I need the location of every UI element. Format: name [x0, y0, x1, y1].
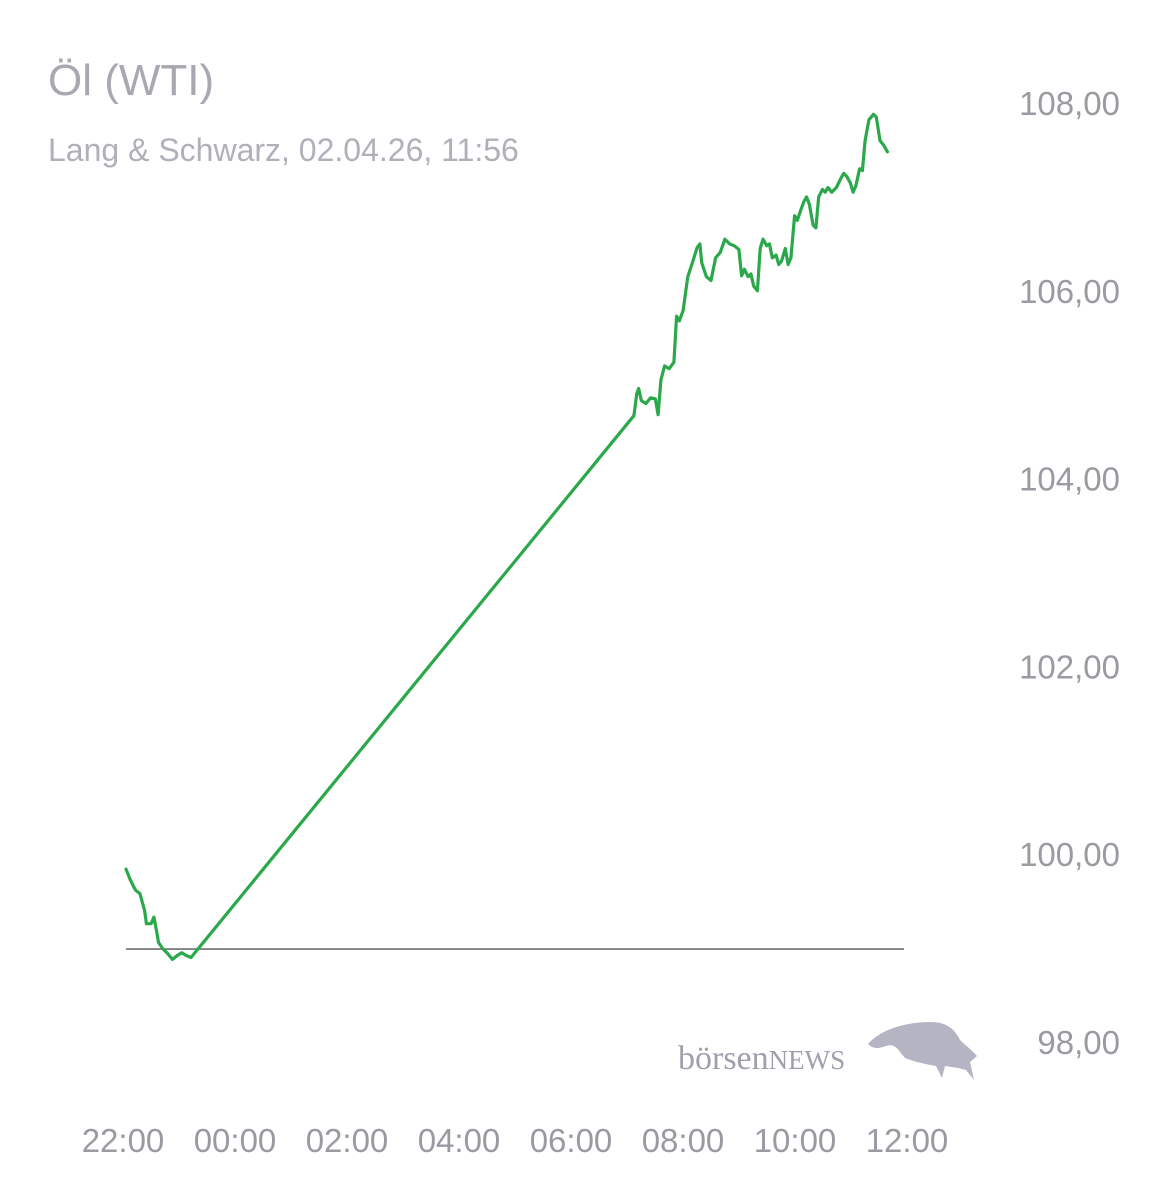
- x-tick-label: 12:00: [866, 1122, 949, 1159]
- chart-title: Öl (WTI): [48, 56, 215, 105]
- borsen-news-logo: börsenNEWS: [678, 1022, 977, 1080]
- logo-text-upper: NEWS: [769, 1045, 846, 1075]
- y-tick-label: 100,00: [1019, 836, 1120, 873]
- x-tick-label: 00:00: [194, 1122, 277, 1159]
- x-tick-label: 06:00: [530, 1122, 613, 1159]
- y-axis: 108,00 106,00 104,00 102,00 100,00 98,00: [1019, 85, 1120, 1061]
- logo-text: börsenNEWS: [678, 1040, 845, 1077]
- y-tick-label: 108,00: [1019, 85, 1120, 122]
- y-tick-label: 102,00: [1019, 648, 1120, 685]
- price-line: [124, 112, 889, 961]
- x-axis: 22:00 00:00 02:00 04:00 06:00 08:00 10:00 12:00: [82, 1122, 949, 1159]
- x-tick-label: 02:00: [306, 1122, 389, 1159]
- y-tick-label: 104,00: [1019, 461, 1120, 498]
- y-tick-label: 98,00: [1037, 1024, 1120, 1061]
- logo-text-lower: börsen: [678, 1040, 769, 1077]
- y-tick-label: 106,00: [1019, 273, 1120, 310]
- chart-subtitle: Lang & Schwarz, 02.04.26, 11:56: [48, 132, 519, 168]
- x-tick-label: 08:00: [642, 1122, 725, 1159]
- bull-icon: [868, 1022, 977, 1080]
- x-tick-label: 10:00: [754, 1122, 837, 1159]
- x-tick-label: 04:00: [418, 1122, 501, 1159]
- x-tick-label: 22:00: [82, 1122, 165, 1159]
